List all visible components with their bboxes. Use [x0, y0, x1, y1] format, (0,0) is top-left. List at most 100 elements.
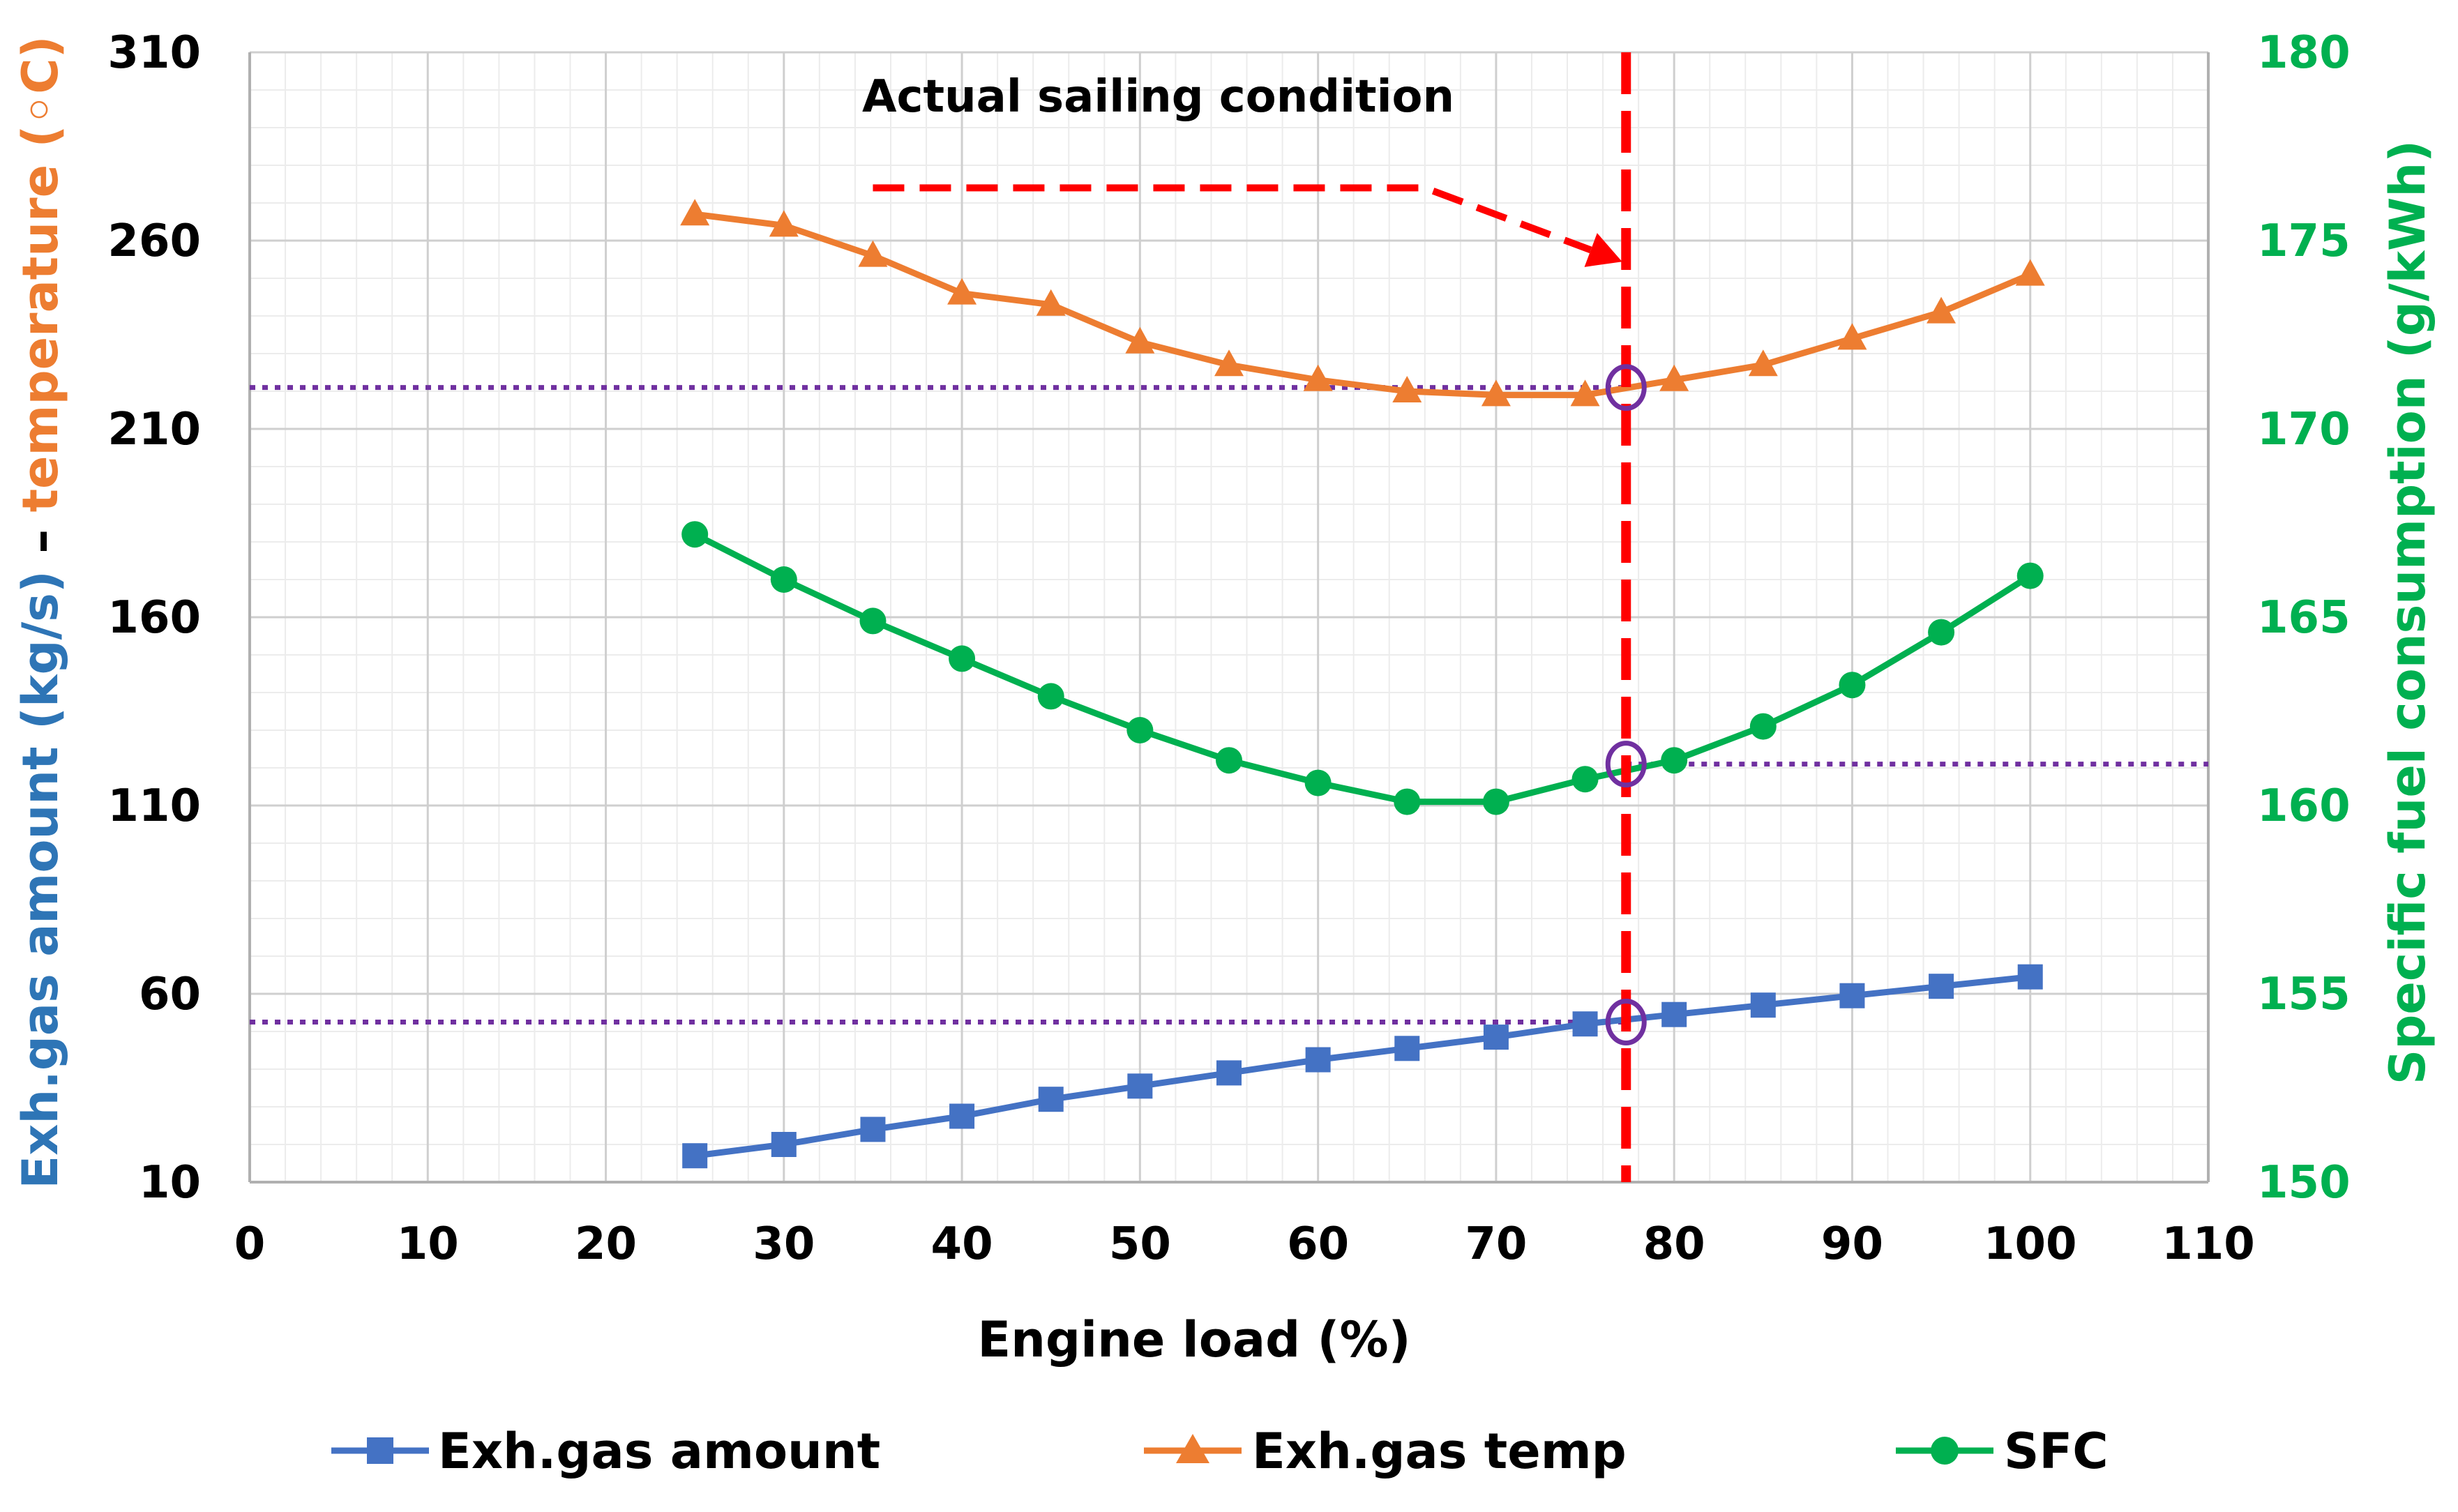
data-point-square [1216, 1060, 1242, 1086]
y-axis-left-title-amount: Exh.gas amount (kg/s) [12, 570, 69, 1188]
intersection-marker-amount [1605, 999, 1647, 1045]
data-point-square [1839, 983, 1865, 1008]
axes: 0 10 20 30 40 50 60 70 80 90 100 110 10 60 110 160 210 26… [107, 27, 2350, 1270]
y-axis-left-title-sep: – [12, 512, 69, 570]
data-point-square [1038, 1087, 1064, 1112]
y-right-tick-label: 155 [2257, 969, 2351, 1020]
data-point-circle [681, 521, 709, 548]
annotation-arrowhead [1584, 233, 1622, 267]
x-tick-label: 110 [2162, 1218, 2255, 1270]
y-left-tick-label: 260 [107, 216, 201, 267]
data-point-square [1127, 1073, 1153, 1099]
x-tick-label: 80 [1643, 1218, 1705, 1270]
data-point-triangle [1125, 326, 1155, 354]
data-point-square [1572, 1011, 1598, 1037]
legend-marker-square [367, 1437, 393, 1464]
legend-item-exh-gas-temp: Exh.gas temp [1144, 1423, 1627, 1480]
y-right-tick-label: 150 [2257, 1157, 2351, 1209]
y-axis-left-title-temp: temperature (◦C) [12, 36, 69, 512]
data-point-triangle [858, 240, 888, 267]
data-point-triangle [1837, 323, 1867, 350]
data-point-circle [2016, 562, 2044, 589]
data-point-triangle [1570, 379, 1600, 407]
data-point-circle [1482, 788, 1509, 815]
data-point-triangle [2015, 259, 2045, 286]
y-right-tick-label: 160 [2257, 780, 2351, 832]
data-point-triangle [1927, 296, 1956, 324]
legend-label-exh-gas-temp: Exh.gas temp [1252, 1423, 1627, 1480]
legend-item-sfc: SFC [1896, 1423, 2109, 1480]
data-point-triangle [1303, 364, 1333, 391]
reference-lines [250, 385, 2208, 1025]
data-point-triangle [1748, 349, 1778, 377]
x-axis-title: Engine load (%) [977, 1311, 1410, 1368]
data-point-triangle [1214, 349, 1244, 377]
data-point-triangle [769, 210, 799, 237]
y-left-tick-label: 10 [139, 1157, 201, 1209]
x-tick-label: 40 [931, 1218, 993, 1270]
data-point-square [2017, 964, 2043, 990]
y-left-tick-label: 310 [107, 27, 201, 79]
data-point-circle [949, 645, 976, 672]
x-tick-label: 0 [234, 1218, 266, 1270]
intersection-marker-temp [1605, 364, 1647, 411]
x-tick-label: 10 [397, 1218, 459, 1270]
x-tick-label: 30 [753, 1218, 815, 1270]
data-point-square [1929, 974, 1954, 999]
y-axis-left-title: Exh.gas amount (kg/s) – temperature (◦C) [12, 36, 69, 1188]
legend-item-exh-gas-amount: Exh.gas amount [331, 1423, 880, 1480]
data-point-triangle [1392, 376, 1422, 402]
annotation-layer: Actual sailing condition [862, 52, 1647, 1182]
x-tick-label: 70 [1465, 1218, 1527, 1270]
legend-marker-circle [1931, 1437, 1959, 1465]
data-point-square [1750, 992, 1776, 1018]
data-point-circle [1749, 713, 1777, 740]
y-left-tick-label: 60 [139, 969, 201, 1020]
data-point-square [860, 1117, 886, 1142]
data-point-circle [1216, 747, 1242, 774]
x-tick-label: 90 [1821, 1218, 1883, 1270]
data-point-circle [1037, 683, 1064, 710]
series-line-2 [693, 531, 2033, 806]
data-point-circle [770, 566, 797, 593]
intersection-marker-sfc [1605, 741, 1647, 788]
legend: Exh.gas amount Exh.gas temp SFC [331, 1423, 2109, 1480]
x-tick-label: 60 [1287, 1218, 1349, 1270]
data-point-square [1661, 1001, 1687, 1027]
y-left-tick-label: 110 [107, 780, 201, 832]
data-point-square [771, 1132, 797, 1157]
data-point-circle [1571, 766, 1599, 793]
y-left-tick-label: 160 [107, 592, 201, 644]
x-tick-label: 100 [1984, 1218, 2077, 1270]
data-point-triangle [680, 199, 710, 226]
data-point-square [682, 1143, 708, 1169]
data-point-square [1305, 1047, 1331, 1073]
y-right-tick-label: 165 [2257, 592, 2351, 644]
legend-marker-triangle [1176, 1434, 1209, 1463]
data-point-circle [1839, 672, 1866, 699]
data-point-square [1394, 1036, 1420, 1061]
data-point-square [949, 1103, 975, 1129]
x-tick-label: 50 [1109, 1218, 1171, 1270]
data-point-triangle [1036, 289, 1066, 316]
data-point-circle [1394, 788, 1421, 815]
series-line-0 [694, 974, 2031, 1159]
data-point-triangle [947, 278, 977, 305]
legend-label-exh-gas-amount: Exh.gas amount [438, 1423, 880, 1480]
series-layer [680, 199, 2045, 1169]
axis-labels: Engine load (%) Exh.gas amount (kg/s) – … [12, 36, 2436, 1368]
y-right-tick-label: 175 [2257, 216, 2351, 267]
annotation-arrow-line [873, 184, 1592, 254]
data-point-circle [859, 607, 887, 635]
data-point-triangle [1481, 379, 1511, 407]
y-left-tick-label: 210 [107, 404, 201, 455]
data-point-circle [1928, 619, 1955, 646]
x-tick-label: 20 [575, 1218, 637, 1270]
data-point-triangle [1659, 364, 1689, 391]
legend-label-sfc: SFC [2004, 1423, 2109, 1480]
data-point-circle [1126, 717, 1154, 743]
y-right-tick-label: 180 [2257, 27, 2351, 79]
series-line-1 [694, 211, 2032, 398]
